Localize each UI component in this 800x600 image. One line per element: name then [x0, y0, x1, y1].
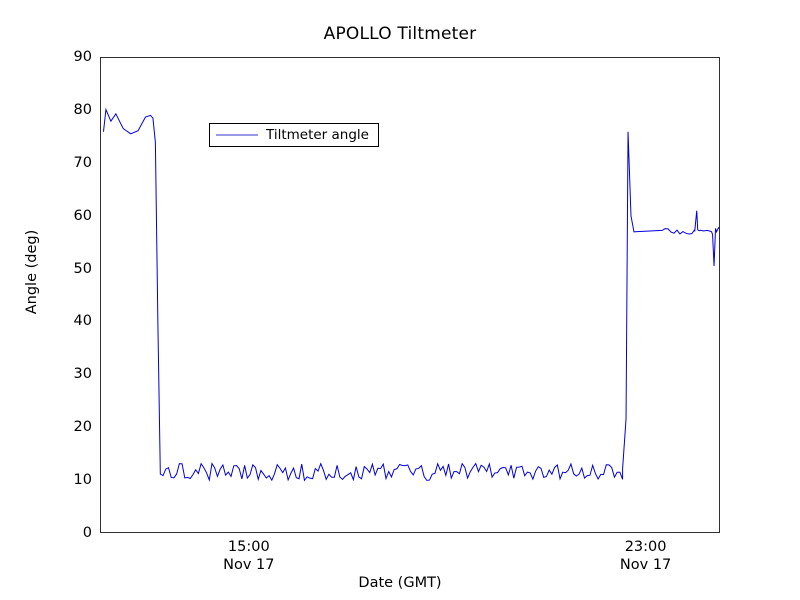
- x-axis-title: Date (GMT): [358, 575, 442, 591]
- chart-legend: Tiltmeter angle: [209, 123, 379, 147]
- y-tick-label: 50: [73, 260, 92, 277]
- y-tick-label: 30: [73, 366, 92, 383]
- y-tick-label: 90: [73, 49, 92, 65]
- legend-label: Tiltmeter angle: [266, 127, 369, 143]
- x-tick-date: Nov 17: [223, 557, 275, 573]
- x-tick-label: 15:00 Nov 17: [189, 538, 309, 574]
- x-tick-time: 15:00: [227, 539, 270, 555]
- plot-area: Tiltmeter angle: [100, 57, 720, 533]
- y-tick-label: 10: [73, 472, 92, 489]
- legend-line-swatch: [216, 134, 258, 136]
- chart-title: APOLLO Tiltmeter: [323, 24, 477, 44]
- x-tick-label: 23:00 Nov 17: [586, 538, 706, 574]
- x-tick-date: Nov 17: [619, 557, 672, 573]
- y-tick-label: 40: [73, 313, 92, 330]
- y-tick-label: 20: [73, 419, 92, 436]
- y-tick-label: 0: [82, 525, 92, 541]
- y-axis-title: Angle (deg): [24, 229, 40, 315]
- tiltmeter-angle-line: [103, 110, 719, 481]
- y-tick-label: 80: [73, 101, 92, 118]
- data-line-series: [101, 58, 719, 532]
- y-tick-label: 60: [73, 207, 92, 224]
- x-tick-time: 23:00: [624, 539, 667, 555]
- y-tick-label: 70: [73, 154, 92, 171]
